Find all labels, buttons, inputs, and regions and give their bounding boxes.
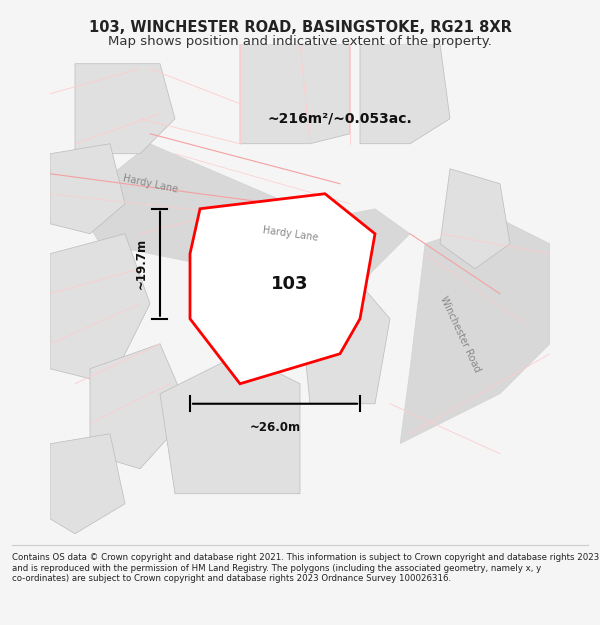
Polygon shape bbox=[360, 44, 450, 144]
Text: ~19.7m: ~19.7m bbox=[134, 238, 148, 289]
Polygon shape bbox=[160, 354, 300, 494]
Polygon shape bbox=[190, 194, 375, 384]
Polygon shape bbox=[50, 144, 125, 234]
Polygon shape bbox=[90, 344, 190, 469]
Text: 103: 103 bbox=[271, 275, 309, 292]
Polygon shape bbox=[440, 169, 510, 269]
Polygon shape bbox=[50, 434, 125, 534]
Polygon shape bbox=[300, 284, 390, 404]
Polygon shape bbox=[75, 64, 175, 154]
Text: ~26.0m: ~26.0m bbox=[250, 421, 301, 434]
Text: Hardy Lane: Hardy Lane bbox=[122, 173, 178, 194]
Polygon shape bbox=[400, 219, 550, 444]
Text: Contains OS data © Crown copyright and database right 2021. This information is : Contains OS data © Crown copyright and d… bbox=[12, 554, 599, 583]
Text: 103, WINCHESTER ROAD, BASINGSTOKE, RG21 8XR: 103, WINCHESTER ROAD, BASINGSTOKE, RG21 … bbox=[89, 20, 511, 35]
Text: Winchester Road: Winchester Road bbox=[438, 294, 482, 373]
Polygon shape bbox=[75, 144, 410, 294]
Text: ~216m²/~0.053ac.: ~216m²/~0.053ac. bbox=[268, 112, 412, 126]
Polygon shape bbox=[240, 44, 350, 144]
Text: Hardy Lane: Hardy Lane bbox=[262, 225, 319, 242]
Text: Map shows position and indicative extent of the property.: Map shows position and indicative extent… bbox=[108, 35, 492, 48]
Polygon shape bbox=[50, 234, 150, 384]
